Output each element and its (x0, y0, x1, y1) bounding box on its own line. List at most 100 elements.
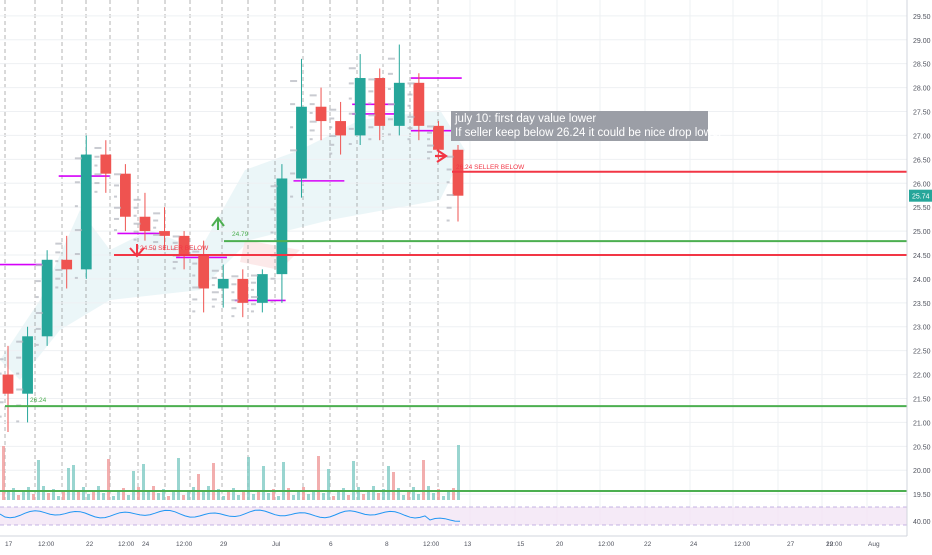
volume-profile-bar (348, 82, 354, 85)
volume-profile-bar (172, 235, 180, 238)
volume-bar (137, 487, 140, 500)
volume-bar (12, 488, 15, 500)
volume-profile-bar (16, 372, 20, 375)
volume-profile-bar (231, 283, 237, 286)
volume-profile-bar (153, 219, 159, 222)
volume-bar (157, 493, 160, 500)
volume-profile-bar (114, 173, 122, 176)
volume-bar (327, 469, 330, 500)
volume-profile-bar (309, 138, 313, 141)
volume-profile-bar (446, 181, 450, 184)
time-tick-label: 29 (220, 541, 228, 548)
price-tick-label: 20.00 (913, 468, 931, 475)
volume-profile-bar (35, 311, 43, 314)
volume-profile-bar (270, 231, 274, 234)
volume-profile-bar (153, 241, 159, 244)
volume-profile-bar (446, 206, 452, 209)
volume-profile-bar (211, 284, 215, 287)
candle-body (354, 78, 366, 136)
volume-bar (7, 492, 10, 500)
volume-profile-bar (407, 82, 415, 85)
volume-bar (372, 486, 375, 500)
volume-bar (387, 466, 390, 500)
volume-bar (357, 487, 360, 500)
candle-body (237, 278, 249, 303)
volume-profile-bar (114, 217, 120, 220)
price-tick-label: 29.00 (913, 38, 931, 45)
volume-bar (197, 474, 200, 500)
volume-profile-bar (35, 327, 41, 330)
volume-bar (262, 466, 265, 500)
volume-profile-bar (74, 229, 82, 232)
candle-body (413, 82, 425, 126)
volume-bar (82, 487, 85, 500)
volume-profile-bar (368, 114, 376, 117)
candle-body (276, 178, 288, 275)
volume-profile-bar (114, 206, 122, 209)
price-tick-label: 27.50 (913, 110, 931, 117)
volume-profile-bar (368, 126, 374, 129)
volume-profile-bar (407, 115, 415, 118)
volume-profile-bar (250, 296, 258, 299)
volume-profile-bar (407, 138, 411, 141)
volume-profile-bar (192, 298, 198, 301)
volume-bar (382, 489, 385, 500)
volume-profile-bar (270, 300, 274, 303)
volume-profile-bar (35, 296, 39, 299)
candle-body (159, 231, 170, 236)
volume-profile-bar (114, 229, 118, 232)
volume-profile-bar (35, 264, 43, 267)
time-tick-label: 6 (329, 541, 333, 548)
level-label: 24.50 SELLER BELOW (140, 245, 209, 252)
volume-bar (337, 492, 340, 500)
time-tick-label: Jul (272, 541, 281, 548)
volume-bar (162, 489, 165, 500)
candle-body (393, 82, 405, 126)
volume-bar (312, 490, 315, 500)
volume-profile-bar (114, 195, 118, 198)
candle-body (256, 274, 268, 303)
volume-bar (287, 488, 290, 500)
price-tick-label: 24.00 (913, 277, 931, 284)
volume-bar (242, 491, 245, 500)
volume-profile-bar (192, 250, 200, 253)
candle-body (120, 173, 131, 217)
volume-profile-bar (133, 222, 141, 225)
volume-bar (22, 491, 25, 500)
candle-body (374, 78, 386, 126)
volume-profile-bar (348, 127, 354, 130)
volume-profile-bar (153, 212, 161, 215)
volume-profile-bar (427, 144, 435, 147)
cloud-shading (0, 110, 465, 380)
volume-profile-bar (74, 205, 78, 208)
volume-profile-bar (94, 190, 98, 193)
price-tick-label: 26.00 (913, 181, 931, 188)
volume-bar (227, 492, 230, 500)
annotation-box[interactable]: july 10: first day value lower If seller… (451, 111, 722, 141)
volume-profile-bar (133, 198, 141, 201)
volume-profile-bar (55, 242, 63, 245)
volume-bar (392, 472, 395, 500)
candle-body (139, 216, 151, 232)
volume-bar (452, 488, 455, 500)
volume-profile-bar (192, 310, 196, 313)
price-tick-label: 21.00 (913, 420, 931, 427)
time-tick-label: 20 (556, 541, 564, 548)
volume-profile-bar (427, 125, 435, 128)
price-tick-label: 23.50 (913, 301, 931, 308)
volume-profile-bar (290, 103, 296, 106)
price-tick-label: 24.50 (913, 253, 931, 260)
volume-profile-bar (427, 131, 433, 134)
candle-body (22, 336, 33, 394)
candle-body (198, 255, 210, 289)
last-price-badge (909, 189, 932, 202)
time-tick-label: 12:00 (734, 541, 751, 548)
volume-bar (167, 496, 170, 500)
volume-profile-bar (348, 67, 356, 70)
volume-bar (322, 493, 325, 500)
volume-profile-bar (35, 343, 39, 346)
volume-profile-bar (211, 291, 219, 294)
volume-profile-bar (211, 276, 217, 279)
